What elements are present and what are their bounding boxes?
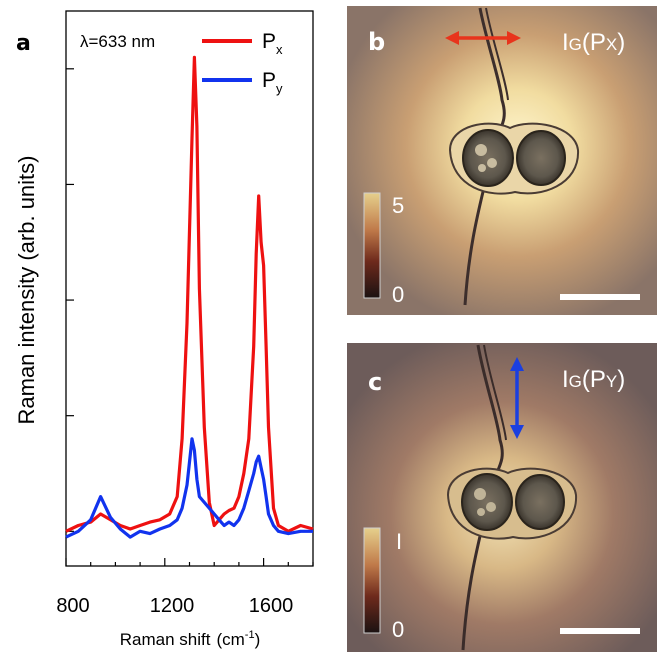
sample-shape-b xyxy=(448,7,580,306)
legend: Px Py xyxy=(202,30,283,96)
y-axis-ticks xyxy=(66,68,74,532)
colorbar-c-max: I xyxy=(396,529,402,554)
colorbar-c-min: 0 xyxy=(392,617,404,642)
panel-c-title: IG(PY) xyxy=(562,366,625,393)
x-axis-ticks xyxy=(65,558,314,566)
colorbar-b-min: 0 xyxy=(392,282,404,307)
panel-b-title: IG(PX) xyxy=(562,29,625,56)
y-axis-label: Raman intensity (arb. units) xyxy=(14,156,39,425)
panel-c: c IG(PY) I 0 xyxy=(347,343,657,652)
scale-bar-b xyxy=(560,294,640,300)
panel-c-label: c xyxy=(368,368,382,396)
panel-b: b IG(PX) 5 0 xyxy=(347,6,657,315)
panel-a-label: a xyxy=(16,31,31,56)
x-tick-label-1200: 1200 xyxy=(150,595,195,617)
colorbar-b-max: 5 xyxy=(392,193,404,218)
series-line-py xyxy=(65,437,313,539)
x-tick-label-800: 800 xyxy=(56,595,89,617)
series-layer xyxy=(65,55,314,539)
panel-b-label: b xyxy=(368,28,385,56)
legend-label-px: Px xyxy=(262,30,283,57)
wavelength-annotation: λ=633 nm xyxy=(80,32,155,51)
panel-a: a λ=633 nm Px Py 800 1200 1600 Raman shi… xyxy=(14,10,314,649)
scale-bar-c xyxy=(560,628,640,634)
sample-shape-c xyxy=(446,344,578,651)
x-tick-label-1600: 1600 xyxy=(249,595,294,617)
legend-label-py: Py xyxy=(262,69,283,96)
x-axis-label: Raman shift (cm-1) xyxy=(120,629,260,649)
colorbar-c xyxy=(363,527,381,634)
colorbar-b xyxy=(363,192,381,299)
series-line-px xyxy=(65,55,314,533)
